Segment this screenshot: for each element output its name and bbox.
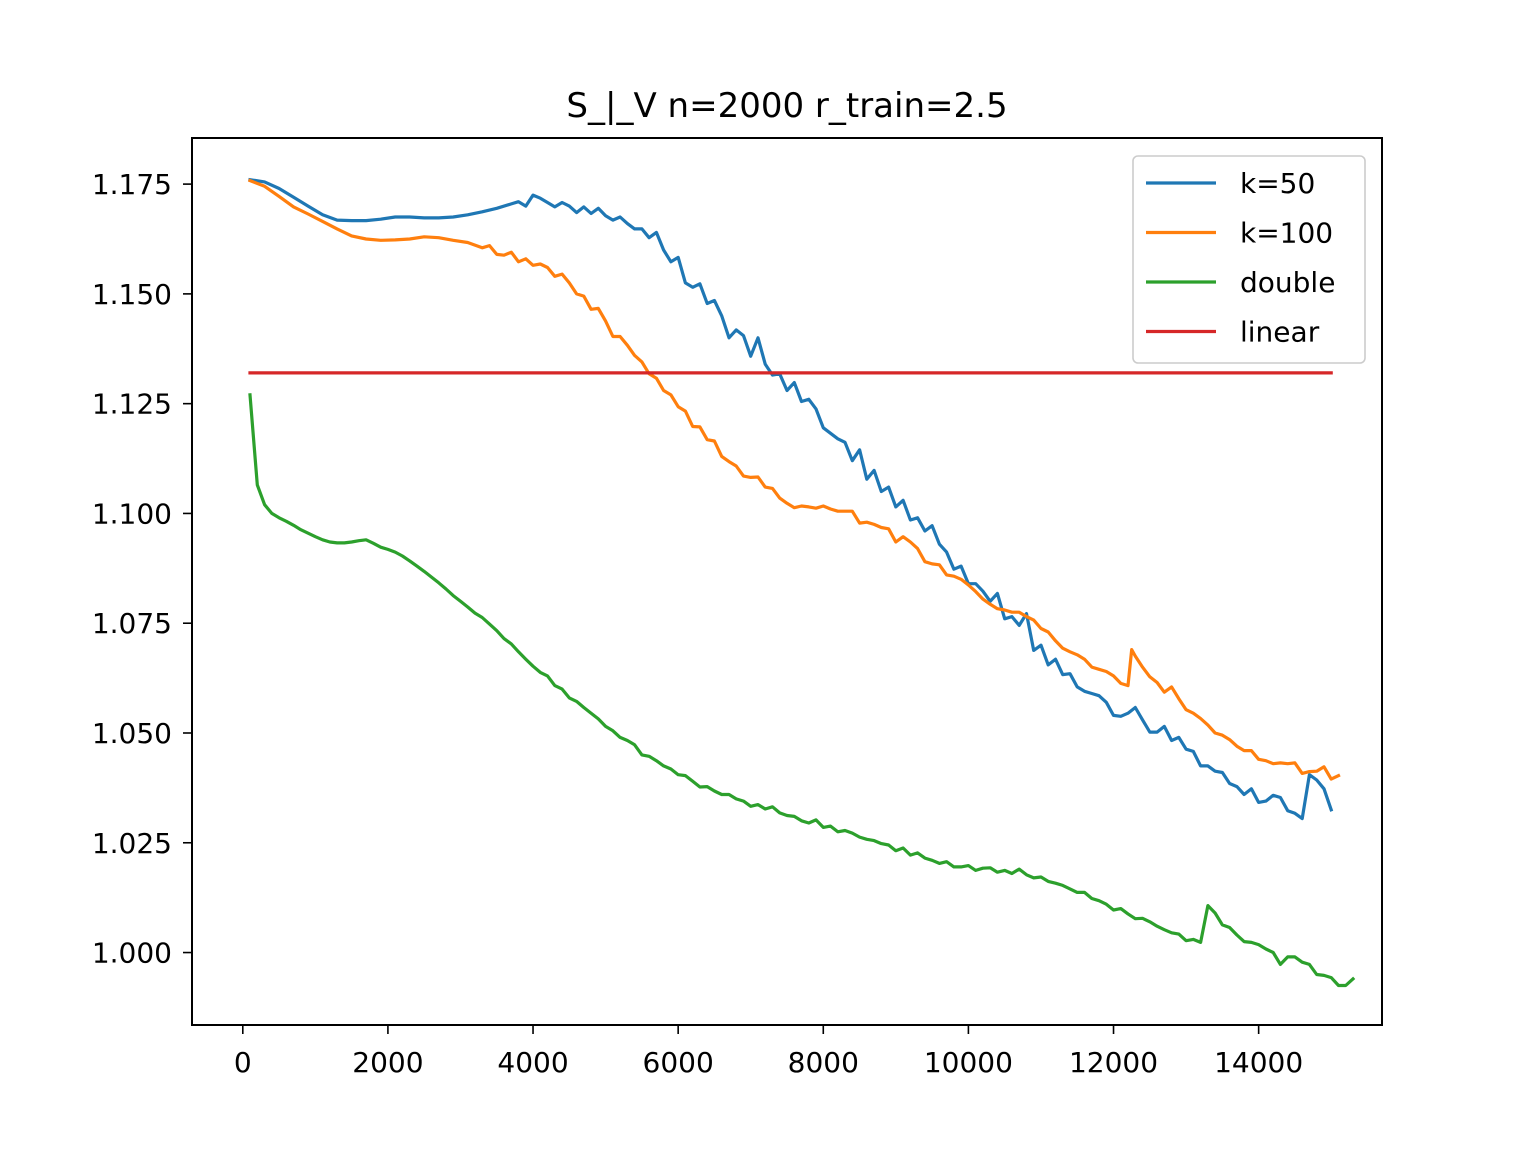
series-lines [247, 177, 1356, 988]
x-tick-label: 6000 [643, 1046, 714, 1079]
legend-label-2: double [1240, 266, 1335, 299]
y-tick-label: 1.175 [92, 168, 172, 201]
series-line-1 [247, 178, 1341, 781]
y-tick-label: 1.000 [92, 937, 172, 970]
legend-label-3: linear [1240, 316, 1320, 349]
x-tick-label: 14000 [1214, 1046, 1303, 1079]
x-tick-label: 12000 [1069, 1046, 1158, 1079]
plot-frame [191, 137, 1383, 1026]
y-tick-label: 1.100 [92, 497, 172, 530]
x-axis: 0 2000 4000 6000 8000 10000 12000 14000 [234, 1025, 1303, 1079]
x-tick-label: 8000 [788, 1046, 859, 1079]
y-tick-label: 1.075 [92, 607, 172, 640]
series-line-0 [248, 177, 1334, 821]
legend-label-0: k=50 [1240, 167, 1315, 200]
legend-label-1: k=100 [1240, 217, 1333, 250]
y-axis: 1.000 1.025 1.050 1.075 1.100 1.125 1.150 1.175 [92, 168, 192, 970]
chart-title: S_|_V n=2000 r_train=2.5 [566, 86, 1007, 126]
y-tick-label: 1.025 [92, 827, 172, 860]
y-tick-label: 1.050 [92, 717, 172, 750]
legend-box [1132, 155, 1366, 364]
series-line-2 [248, 393, 1356, 988]
y-tick-label: 1.125 [92, 388, 172, 421]
x-tick-label: 0 [234, 1046, 252, 1079]
legend: k=50 k=100 double linear [1132, 155, 1366, 364]
x-tick-label: 10000 [924, 1046, 1013, 1079]
x-tick-label: 2000 [352, 1046, 423, 1079]
x-tick-label: 4000 [497, 1046, 568, 1079]
y-tick-label: 1.150 [92, 278, 172, 311]
